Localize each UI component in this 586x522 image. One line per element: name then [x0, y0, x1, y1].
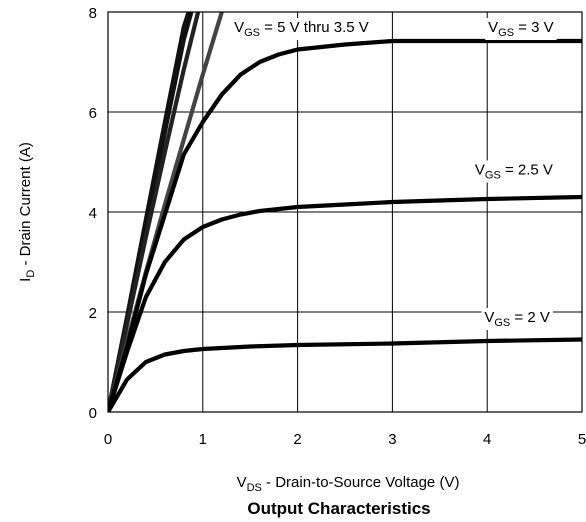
x-tick-label: 2: [293, 431, 301, 448]
x-tick-label: 5: [578, 431, 586, 448]
svg-text:VGS = 5 V thru 3.5 V: VGS = 5 V thru 3.5 V: [234, 19, 369, 39]
annotation-vgs-5-thru-3p5: VGS = 5 V thru 3.5 V: [231, 18, 372, 40]
y-tick-label: 0: [89, 405, 97, 422]
curve-series-5: [108, 38, 582, 412]
curves: [108, 12, 582, 412]
curve-annotations: VGS = 5 V thru 3.5 V VGS = 3 V VGS = 2.5 V…: [231, 18, 557, 330]
curve-series-6: [108, 194, 582, 412]
y-tick-label: 4: [89, 205, 97, 222]
x-tick-label: 0: [104, 431, 112, 448]
svg-text:VGS = 2.5 V: VGS = 2.5 V: [475, 162, 553, 182]
tick-labels: 0 1 2 3 4 5 0 2 4 6 8: [89, 5, 586, 448]
svg-text:VGS = 2 V: VGS = 2 V: [484, 309, 550, 329]
annotation-vgs-2p5: VGS = 2.5 V: [471, 160, 556, 183]
x-tick-label: 4: [483, 431, 491, 448]
chart-caption: Output Characteristics: [247, 499, 430, 518]
x-tick-label: 3: [388, 431, 396, 448]
plot-frame: [107, 11, 583, 413]
annotation-vgs-3: VGS = 3 V: [485, 18, 557, 40]
y-tick-label: 8: [89, 5, 97, 22]
svg-text:VGS = 3 V: VGS = 3 V: [488, 19, 554, 39]
annotation-vgs-2: VGS = 2 V: [481, 308, 553, 330]
y-axis-label: ID - Drain Current (A): [17, 142, 37, 282]
grid-lines: [108, 12, 582, 412]
curve-series-7: [108, 337, 582, 412]
curve-series-3: [108, 12, 201, 412]
x-axis-label: VDS - Drain-to-Source Voltage (V): [237, 474, 460, 494]
y-tick-label: 6: [89, 105, 97, 122]
x-tick-label: 1: [199, 431, 207, 448]
y-tick-label: 2: [89, 305, 97, 322]
